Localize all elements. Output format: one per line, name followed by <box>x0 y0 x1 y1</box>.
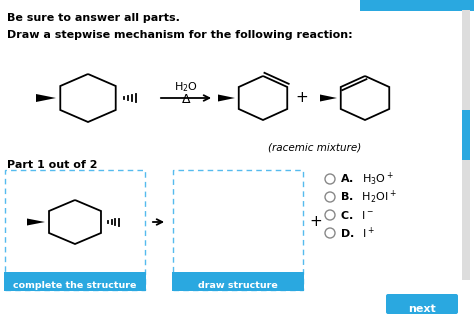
Text: $\mathbf{D.}$  I$^+$: $\mathbf{D.}$ I$^+$ <box>340 225 375 241</box>
Text: draw structure: draw structure <box>198 281 278 290</box>
Text: $\Delta$: $\Delta$ <box>181 93 191 106</box>
Text: $\rm H_2O$: $\rm H_2O$ <box>174 80 198 94</box>
Polygon shape <box>27 218 45 225</box>
Polygon shape <box>36 94 56 102</box>
Text: $\mathbf{A.}$  H$_3$O$^+$: $\mathbf{A.}$ H$_3$O$^+$ <box>340 171 394 188</box>
FancyBboxPatch shape <box>386 294 458 314</box>
Circle shape <box>325 210 335 220</box>
Bar <box>360 0 474 11</box>
Text: Part 1 out of 2: Part 1 out of 2 <box>7 160 98 170</box>
Text: Draw a stepwise mechanism for the following reaction:: Draw a stepwise mechanism for the follow… <box>7 30 353 40</box>
Bar <box>462 110 470 160</box>
Polygon shape <box>218 94 235 101</box>
Text: +: + <box>296 90 309 106</box>
Text: (racemic mixture): (racemic mixture) <box>268 143 362 153</box>
Circle shape <box>325 174 335 184</box>
Text: Be sure to answer all parts.: Be sure to answer all parts. <box>7 13 180 23</box>
Text: complete the structure: complete the structure <box>13 281 137 290</box>
FancyBboxPatch shape <box>173 170 303 290</box>
Text: +: + <box>310 215 322 230</box>
Text: $\mathbf{C.}$  I$^-$: $\mathbf{C.}$ I$^-$ <box>340 209 374 221</box>
Circle shape <box>325 228 335 238</box>
Bar <box>462 10 470 280</box>
Polygon shape <box>320 94 337 101</box>
Text: next: next <box>408 304 436 314</box>
FancyBboxPatch shape <box>5 170 145 290</box>
FancyBboxPatch shape <box>4 272 146 291</box>
Text: $\mathbf{B.}$  H$_2$OI$^+$: $\mathbf{B.}$ H$_2$OI$^+$ <box>340 188 397 205</box>
Circle shape <box>325 192 335 202</box>
FancyBboxPatch shape <box>172 272 304 291</box>
